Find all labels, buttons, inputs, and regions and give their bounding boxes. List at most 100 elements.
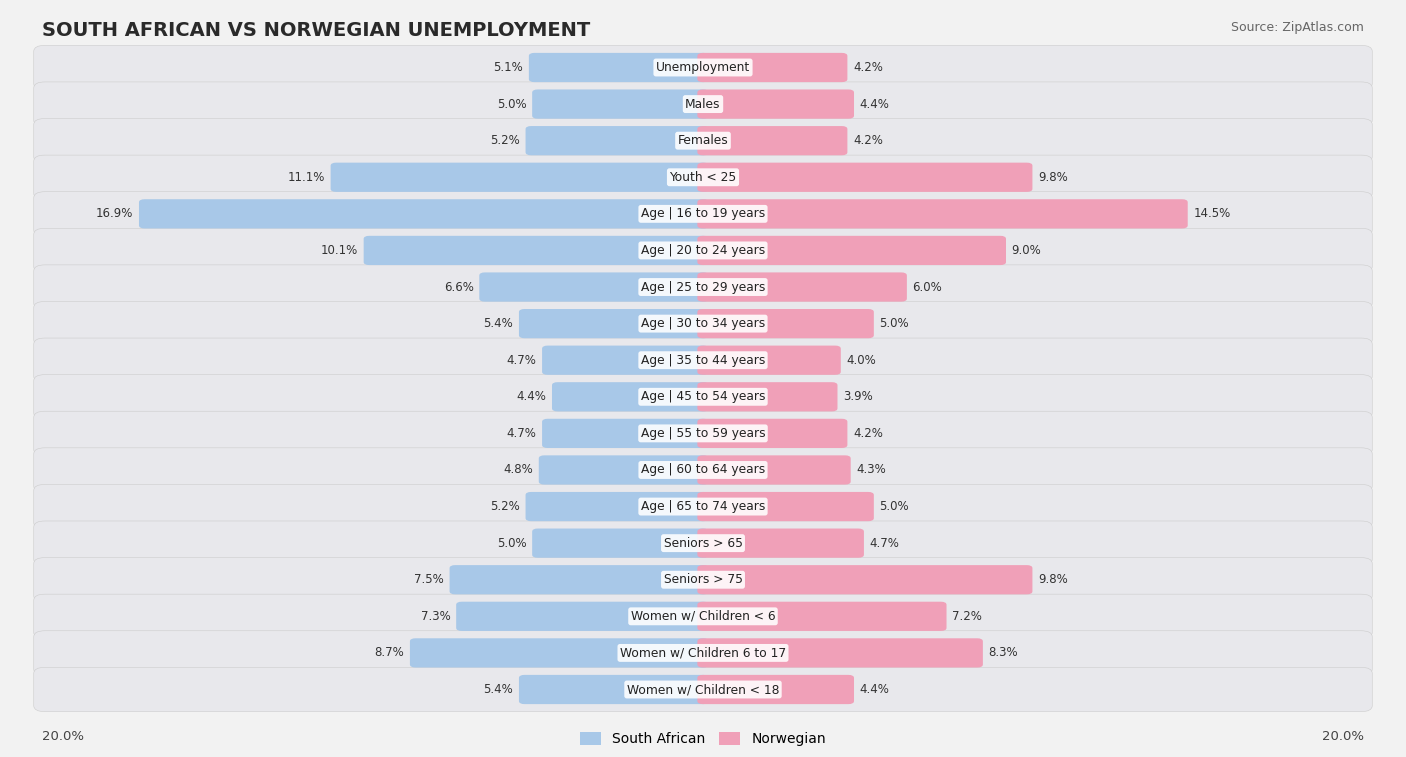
FancyBboxPatch shape xyxy=(34,411,1372,456)
FancyBboxPatch shape xyxy=(34,82,1372,126)
Text: Females: Females xyxy=(678,134,728,147)
Text: 6.6%: 6.6% xyxy=(444,281,474,294)
Text: Age | 25 to 29 years: Age | 25 to 29 years xyxy=(641,281,765,294)
Text: Unemployment: Unemployment xyxy=(655,61,751,74)
FancyBboxPatch shape xyxy=(697,199,1188,229)
Text: Age | 30 to 34 years: Age | 30 to 34 years xyxy=(641,317,765,330)
FancyBboxPatch shape xyxy=(697,89,853,119)
Text: 5.2%: 5.2% xyxy=(491,500,520,513)
Text: Seniors > 75: Seniors > 75 xyxy=(664,573,742,586)
FancyBboxPatch shape xyxy=(697,419,848,448)
Text: Age | 45 to 54 years: Age | 45 to 54 years xyxy=(641,391,765,403)
Text: Women w/ Children < 6: Women w/ Children < 6 xyxy=(631,610,775,623)
Text: 5.0%: 5.0% xyxy=(496,537,527,550)
FancyBboxPatch shape xyxy=(34,594,1372,638)
Text: 7.2%: 7.2% xyxy=(952,610,981,623)
FancyBboxPatch shape xyxy=(533,528,709,558)
Text: 20.0%: 20.0% xyxy=(42,730,84,743)
Text: 5.0%: 5.0% xyxy=(880,317,910,330)
Text: Women w/ Children 6 to 17: Women w/ Children 6 to 17 xyxy=(620,646,786,659)
Text: Age | 35 to 44 years: Age | 35 to 44 years xyxy=(641,354,765,366)
FancyBboxPatch shape xyxy=(34,338,1372,382)
FancyBboxPatch shape xyxy=(697,492,873,521)
FancyBboxPatch shape xyxy=(697,638,983,668)
FancyBboxPatch shape xyxy=(479,273,709,301)
FancyBboxPatch shape xyxy=(34,119,1372,163)
FancyBboxPatch shape xyxy=(697,675,853,704)
Text: 5.0%: 5.0% xyxy=(880,500,910,513)
Text: Youth < 25: Youth < 25 xyxy=(669,171,737,184)
Text: 11.1%: 11.1% xyxy=(288,171,325,184)
Text: 5.0%: 5.0% xyxy=(496,98,527,111)
Text: Males: Males xyxy=(685,98,721,111)
FancyBboxPatch shape xyxy=(697,309,873,338)
FancyBboxPatch shape xyxy=(34,521,1372,565)
Text: Women w/ Children < 18: Women w/ Children < 18 xyxy=(627,683,779,696)
Text: 5.4%: 5.4% xyxy=(484,317,513,330)
Legend: South African, Norwegian: South African, Norwegian xyxy=(581,732,825,746)
FancyBboxPatch shape xyxy=(529,53,709,82)
FancyBboxPatch shape xyxy=(34,668,1372,712)
Text: 8.3%: 8.3% xyxy=(988,646,1018,659)
Text: 4.4%: 4.4% xyxy=(516,391,547,403)
Text: 5.2%: 5.2% xyxy=(491,134,520,147)
Text: 5.1%: 5.1% xyxy=(494,61,523,74)
Text: Source: ZipAtlas.com: Source: ZipAtlas.com xyxy=(1230,21,1364,34)
Text: 4.4%: 4.4% xyxy=(859,98,890,111)
Text: Age | 60 to 64 years: Age | 60 to 64 years xyxy=(641,463,765,476)
FancyBboxPatch shape xyxy=(34,484,1372,528)
FancyBboxPatch shape xyxy=(34,631,1372,675)
Text: 4.7%: 4.7% xyxy=(506,354,537,366)
FancyBboxPatch shape xyxy=(139,199,709,229)
FancyBboxPatch shape xyxy=(697,602,946,631)
FancyBboxPatch shape xyxy=(364,236,709,265)
Text: 4.2%: 4.2% xyxy=(853,427,883,440)
Text: Age | 20 to 24 years: Age | 20 to 24 years xyxy=(641,244,765,257)
FancyBboxPatch shape xyxy=(34,301,1372,346)
Text: 4.2%: 4.2% xyxy=(853,134,883,147)
Text: 4.0%: 4.0% xyxy=(846,354,876,366)
FancyBboxPatch shape xyxy=(697,382,838,411)
FancyBboxPatch shape xyxy=(697,163,1032,192)
FancyBboxPatch shape xyxy=(34,265,1372,309)
FancyBboxPatch shape xyxy=(34,448,1372,492)
FancyBboxPatch shape xyxy=(519,675,709,704)
FancyBboxPatch shape xyxy=(533,89,709,119)
Text: 14.5%: 14.5% xyxy=(1194,207,1230,220)
Text: 7.3%: 7.3% xyxy=(420,610,450,623)
FancyBboxPatch shape xyxy=(34,558,1372,602)
Text: 9.0%: 9.0% xyxy=(1012,244,1042,257)
Text: 16.9%: 16.9% xyxy=(96,207,134,220)
FancyBboxPatch shape xyxy=(543,419,709,448)
Text: Age | 16 to 19 years: Age | 16 to 19 years xyxy=(641,207,765,220)
FancyBboxPatch shape xyxy=(519,309,709,338)
Text: 4.7%: 4.7% xyxy=(869,537,900,550)
FancyBboxPatch shape xyxy=(697,346,841,375)
Text: 8.7%: 8.7% xyxy=(374,646,405,659)
FancyBboxPatch shape xyxy=(697,565,1032,594)
Text: 9.8%: 9.8% xyxy=(1038,171,1067,184)
Text: Age | 55 to 59 years: Age | 55 to 59 years xyxy=(641,427,765,440)
Text: 4.3%: 4.3% xyxy=(856,463,886,476)
Text: Seniors > 65: Seniors > 65 xyxy=(664,537,742,550)
FancyBboxPatch shape xyxy=(697,456,851,484)
FancyBboxPatch shape xyxy=(34,192,1372,236)
FancyBboxPatch shape xyxy=(34,229,1372,273)
FancyBboxPatch shape xyxy=(34,375,1372,419)
FancyBboxPatch shape xyxy=(34,45,1372,89)
FancyBboxPatch shape xyxy=(411,638,709,668)
FancyBboxPatch shape xyxy=(456,602,709,631)
FancyBboxPatch shape xyxy=(330,163,709,192)
Text: 20.0%: 20.0% xyxy=(1322,730,1364,743)
Text: 9.8%: 9.8% xyxy=(1038,573,1067,586)
FancyBboxPatch shape xyxy=(526,492,709,521)
Text: 7.5%: 7.5% xyxy=(415,573,444,586)
Text: Age | 65 to 74 years: Age | 65 to 74 years xyxy=(641,500,765,513)
FancyBboxPatch shape xyxy=(697,53,848,82)
Text: 6.0%: 6.0% xyxy=(912,281,942,294)
FancyBboxPatch shape xyxy=(553,382,709,411)
Text: SOUTH AFRICAN VS NORWEGIAN UNEMPLOYMENT: SOUTH AFRICAN VS NORWEGIAN UNEMPLOYMENT xyxy=(42,21,591,40)
Text: 4.8%: 4.8% xyxy=(503,463,533,476)
FancyBboxPatch shape xyxy=(538,456,709,484)
Text: 4.4%: 4.4% xyxy=(859,683,890,696)
